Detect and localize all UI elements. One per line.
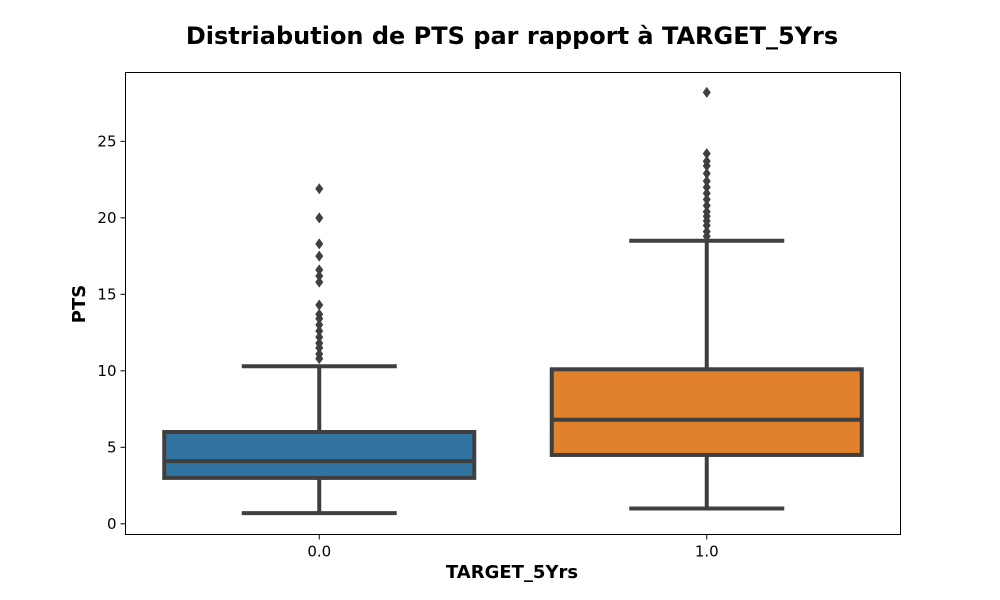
iqr-box — [549, 367, 864, 457]
y-tick-label: 10 — [97, 362, 116, 380]
plot-area — [162, 86, 864, 516]
plot-frame — [125, 72, 901, 535]
outlier-point — [315, 238, 324, 250]
y-axis-label: PTS — [69, 285, 90, 323]
y-axis: 0 5 10 15 20 25 — [97, 132, 126, 533]
x-axis: 0.0 1.0 — [307, 534, 719, 561]
outlier-point — [702, 193, 711, 205]
outlier-point — [315, 331, 324, 343]
outlier-point — [315, 250, 324, 262]
y-tick-label: 25 — [97, 132, 116, 150]
y-tick-label: 15 — [97, 285, 116, 303]
outlier-point — [315, 325, 324, 337]
outlier-point — [702, 175, 711, 187]
box-group-0.0 — [162, 183, 477, 516]
outlier-point — [702, 206, 711, 218]
outlier-point — [315, 264, 324, 276]
y-tick-label: 5 — [107, 438, 117, 456]
x-axis-label: TARGET_5Yrs — [446, 562, 578, 583]
y-tick-label: 20 — [97, 209, 116, 227]
outlier-point — [702, 86, 711, 98]
x-tick-label: 1.0 — [695, 543, 719, 561]
outlier-point — [315, 183, 324, 195]
y-tick-label: 0 — [107, 515, 117, 533]
outlier-point — [702, 226, 711, 238]
x-tick-label: 0.0 — [307, 543, 331, 561]
box-group-1.0 — [549, 86, 864, 511]
outlier-point — [702, 187, 711, 199]
outlier-point — [702, 200, 711, 212]
outlier-point — [315, 299, 324, 311]
outlier-point — [702, 181, 711, 193]
outlier-point — [315, 212, 324, 224]
outlier-point — [315, 337, 324, 349]
outlier-point — [702, 167, 711, 179]
outlier-point — [702, 155, 711, 167]
outlier-point — [315, 348, 324, 360]
outlier-point — [315, 276, 324, 288]
chart-title: Distriabution de PTS par rapport à TARGE… — [186, 22, 838, 50]
outlier-point — [315, 270, 324, 282]
outlier-point — [702, 148, 711, 160]
iqr-box — [162, 430, 477, 480]
outlier-point — [315, 308, 324, 320]
outlier-point — [315, 319, 324, 331]
